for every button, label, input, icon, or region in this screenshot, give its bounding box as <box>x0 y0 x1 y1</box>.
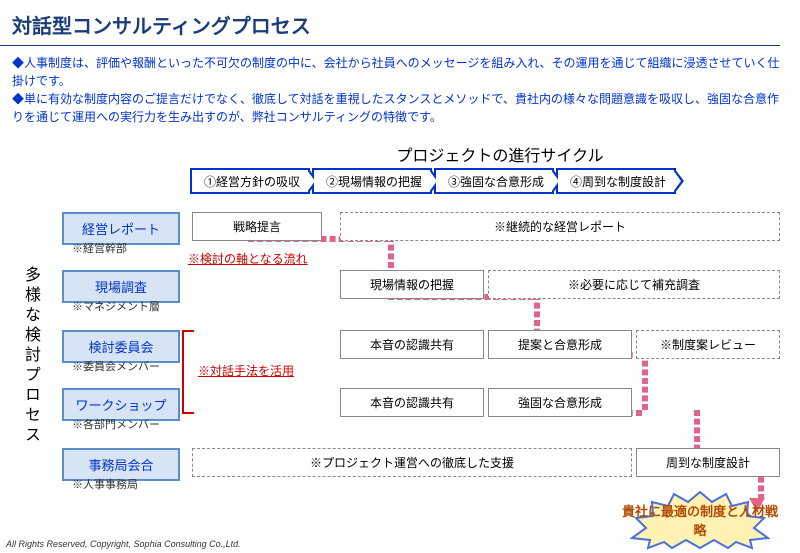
bracket-icon <box>182 330 194 414</box>
cell-r1c1: 戦略提言 <box>192 212 322 241</box>
flow-dash <box>642 352 648 410</box>
row-sub-2: ※マネジメント層 <box>72 298 160 314</box>
cell-r1rest: ※継続的な経営レポート <box>340 212 780 241</box>
cell-r3c3: 提案と合意形成 <box>488 330 632 359</box>
cell-r4c2: 本音の認識共有 <box>340 388 484 417</box>
note-dialogue: ※対話手法を活用 <box>198 362 294 379</box>
phase-3: ③強固な合意形成 <box>434 168 554 194</box>
intro-line-2: 単に有効な制度内容のご提言だけでなく、徹底して対話を重視したスタンスとメソッドで… <box>12 90 788 126</box>
phase-row: ①経営方針の吸収 ②現場情報の把握 ③強固な合意形成 ④周到な制度設計 <box>190 168 676 194</box>
footer-copyright: All Rights Reserved, Copyright, Sophia C… <box>6 539 241 549</box>
cell-r3c4: ※制度案レビュー <box>636 330 780 359</box>
page-title: 対話型コンサルティングプロセス <box>0 0 780 46</box>
cell-r4c3: 強固な合意形成 <box>488 388 632 417</box>
note-flow-axis: ※検討の軸となる流れ <box>188 250 308 267</box>
row-sub-1: ※経営幹部 <box>72 240 127 256</box>
cell-r5main: ※プロジェクト運営への徹底した支援 <box>192 448 632 477</box>
star-callout: 貴社に最適の制度と人材戦略 <box>620 490 780 550</box>
intro-block: 人事制度は、評価や報酬といった不可欠の制度の中に、会社から社員へのメッセージを組… <box>0 46 800 130</box>
star-text: 貴社に最適の制度と人材戦略 <box>620 501 780 539</box>
cycle-title: プロジェクトの進行サイクル <box>350 142 650 166</box>
phase-1: ①経営方針の吸収 <box>190 168 310 194</box>
cell-r5c4: 周到な制度設計 <box>636 448 780 477</box>
phase-2: ②現場情報の把握 <box>312 168 432 194</box>
row-sub-3: ※委員会メンバー <box>72 358 160 374</box>
cell-r2c2: 現場情報の把握 <box>340 270 484 299</box>
cell-r2rest: ※必要に応じて補充調査 <box>488 270 780 299</box>
row-sub-5: ※人事事務局 <box>72 476 138 492</box>
intro-line-1: 人事制度は、評価や報酬といった不可欠の制度の中に、会社から社員へのメッセージを組… <box>12 54 788 90</box>
row-sub-4: ※各部門メンバー <box>72 416 160 432</box>
phase-4: ④周到な制度設計 <box>556 168 676 194</box>
vertical-axis-label: 多様な検討プロセス <box>18 266 42 446</box>
cell-r3c2: 本音の認識共有 <box>340 330 484 359</box>
